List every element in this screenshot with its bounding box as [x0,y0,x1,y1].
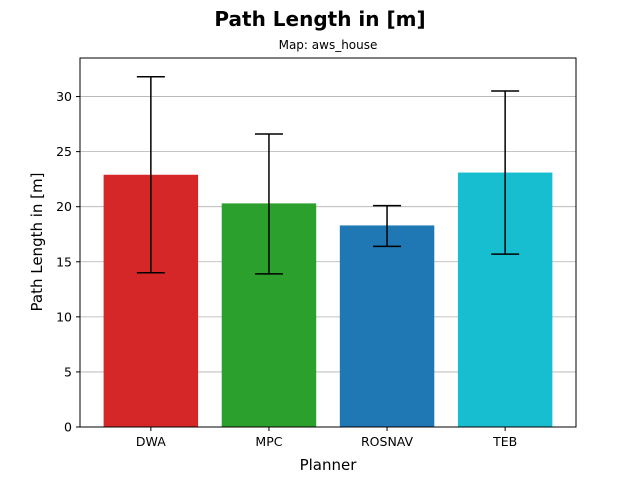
chart-title: Path Length in [m] [214,7,425,31]
x-tick-label: MPC [255,434,282,449]
y-tick-label: 25 [56,144,72,159]
y-tick-label: 10 [56,309,72,324]
x-axis-ticks: DWA MPC ROSNAV TEB [136,427,517,449]
x-tick-label: ROSNAV [361,434,414,449]
x-tick-label: DWA [136,434,166,449]
plot-frame [79,57,577,428]
y-tick-label: 5 [64,364,72,379]
chart-subtitle: Map: aws_house [279,38,378,52]
bar-rosnav [339,225,435,427]
y-tick-label: 0 [64,420,72,435]
y-tick-label: 15 [56,254,72,269]
y-tick-label: 20 [56,199,72,214]
x-tick-label: TEB [492,434,517,449]
bars [103,172,553,427]
error-bars [136,75,520,275]
y-axis-ticks: 0 5 10 15 20 25 30 [56,89,80,435]
y-tick-label: 30 [56,89,72,104]
x-axis-label: Planner [300,456,358,474]
y-axis-label: Path Length in [m] [28,173,46,312]
